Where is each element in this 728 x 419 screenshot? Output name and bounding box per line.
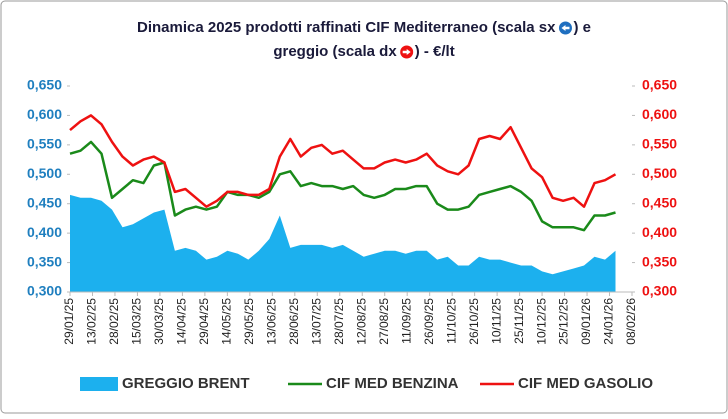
x-tick-label: 30/03/25 — [152, 298, 166, 345]
x-tick-label: 28/06/25 — [287, 298, 301, 345]
title-icon — [400, 45, 414, 59]
x-tick-label: 25/12/25 — [557, 298, 571, 345]
chart-title: ) e — [573, 19, 591, 36]
x-tick-label: 27/08/25 — [377, 298, 391, 345]
x-tick-label: 13/02/25 — [85, 298, 99, 345]
y-tick-label: 0,350 — [27, 253, 62, 269]
y-tick-label: 0,300 — [27, 283, 62, 299]
line — [69, 114, 617, 208]
y-tick-label: 0,400 — [27, 224, 62, 240]
x-tick-label: 12/08/25 — [354, 298, 368, 345]
x-tick-label: 11/10/25 — [444, 298, 458, 344]
x-tick-label: 13/06/25 — [264, 298, 278, 345]
legend-label: CIF MED GASOLIO — [518, 375, 653, 392]
line — [69, 140, 616, 232]
icon-arrow — [402, 49, 411, 55]
y2-tick-label: 0,400 — [642, 224, 677, 240]
x-tick-label: 09/01/26 — [579, 298, 593, 345]
x-tick-label: 25/11/25 — [512, 298, 526, 344]
y2-tick-label: 0,650 — [642, 77, 677, 93]
x-tick-label: 15/03/25 — [130, 298, 144, 345]
icon-arrow — [561, 25, 570, 31]
x-tick-label: 28/02/25 — [107, 298, 121, 345]
y-tick-label: 0,650 — [27, 77, 62, 93]
legend-label: CIF MED BENZINA — [326, 375, 459, 392]
y2-tick-label: 0,550 — [642, 136, 677, 152]
chart-title: greggio (scala dx — [273, 43, 397, 60]
x-tick-label: 29/05/25 — [242, 298, 256, 345]
x-tick-label: 24/01/26 — [602, 298, 616, 345]
y2-tick-label: 0,350 — [642, 253, 677, 269]
x-tick-label: 13/07/25 — [309, 298, 323, 345]
legend-swatch — [80, 377, 118, 391]
y2-tick-label: 0,500 — [642, 165, 677, 181]
x-tick-label: 14/04/25 — [175, 298, 189, 345]
x-tick-label: 10/12/25 — [534, 298, 548, 345]
x-tick-label: 26/09/25 — [422, 298, 436, 345]
x-tick-label: 29/04/25 — [197, 298, 211, 345]
y-tick-label: 0,450 — [27, 194, 62, 210]
title-icon — [558, 21, 572, 35]
y2-tick-label: 0,300 — [642, 283, 677, 299]
x-tick-label: 10/11/25 — [489, 298, 503, 344]
y-tick-label: 0,550 — [27, 136, 62, 152]
legend-label: GREGGIO BRENT — [122, 375, 250, 392]
x-tick-label: 08/02/26 — [624, 298, 638, 345]
x-tick-label: 29/01/25 — [62, 298, 76, 345]
y2-tick-label: 0,450 — [642, 194, 677, 210]
y-tick-label: 0,500 — [27, 165, 62, 181]
chart-title: Dinamica 2025 prodotti raffinati CIF Med… — [137, 19, 556, 36]
chart-title: ) - €/lt — [415, 43, 455, 60]
x-tick-label: 28/07/25 — [332, 298, 346, 345]
x-tick-label: 14/05/25 — [220, 298, 234, 345]
y-tick-label: 0,600 — [27, 106, 62, 122]
y2-tick-label: 0,600 — [642, 106, 677, 122]
x-tick-label: 11/09/25 — [399, 298, 413, 344]
area — [70, 194, 616, 292]
x-tick-label: 26/10/25 — [467, 298, 481, 345]
